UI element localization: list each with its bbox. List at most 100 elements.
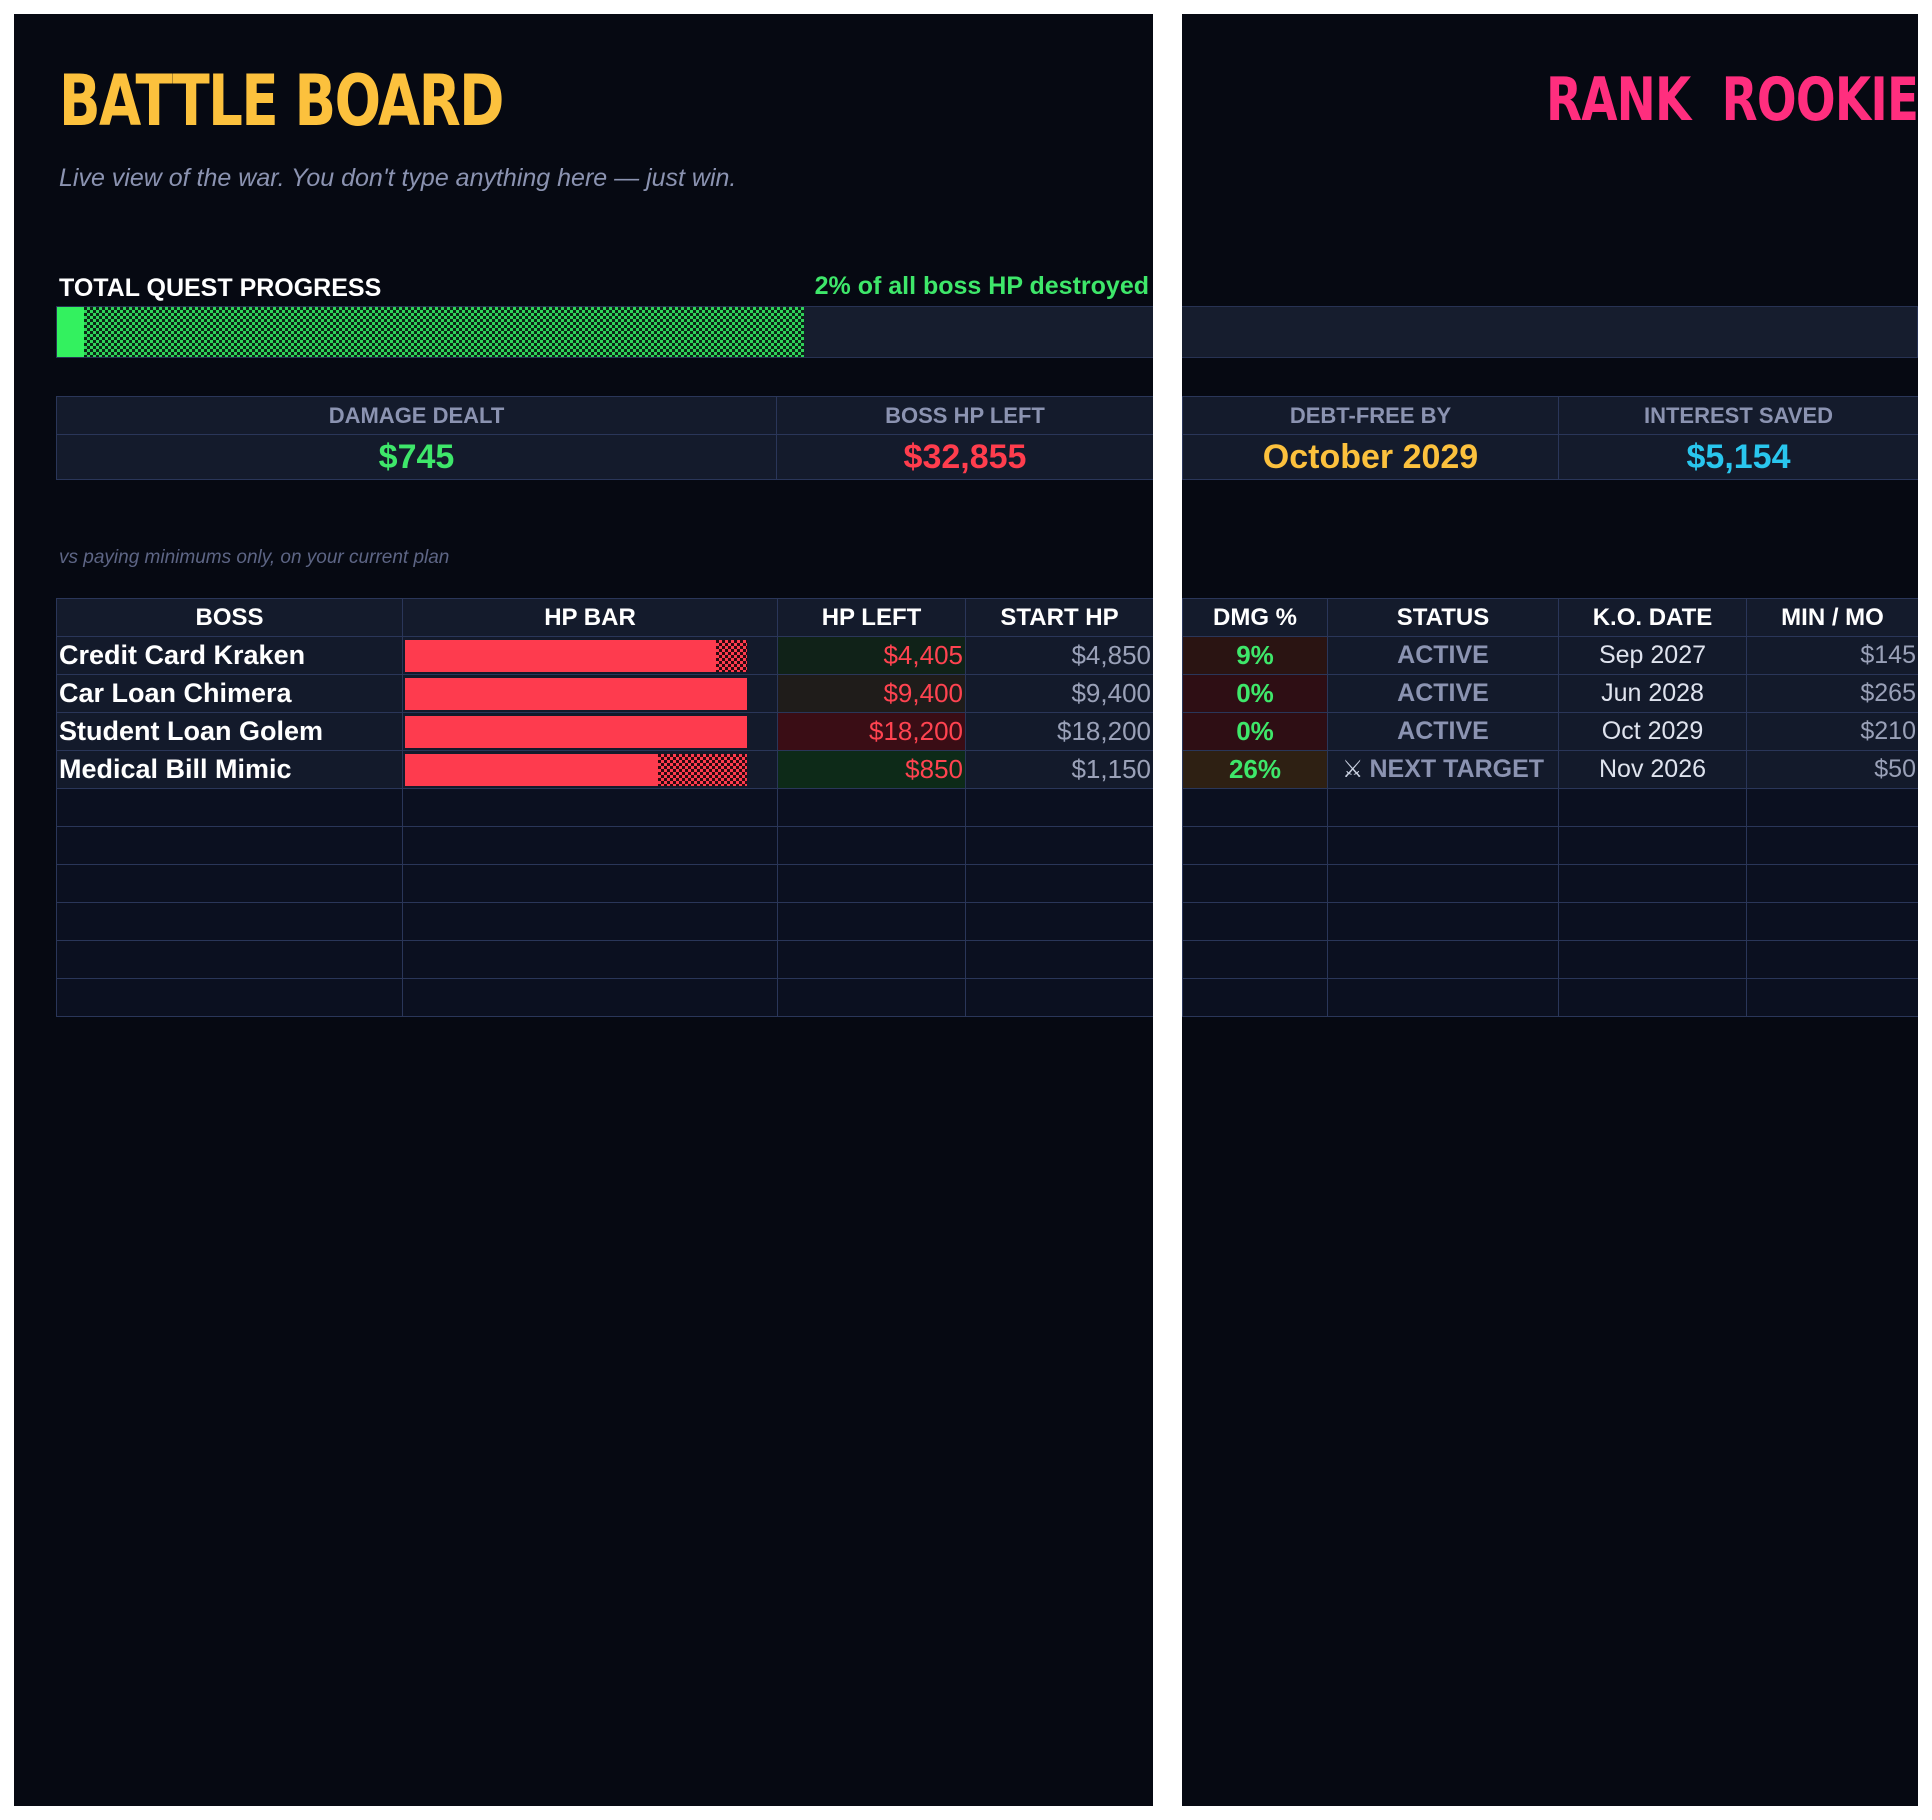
empty-cell[interactable] bbox=[777, 940, 966, 979]
col-header-dmg[interactable]: DMG % bbox=[1182, 598, 1328, 637]
boss-name[interactable]: Credit Card Kraken bbox=[56, 636, 403, 675]
empty-row[interactable] bbox=[1182, 940, 1918, 979]
empty-cell[interactable] bbox=[1558, 864, 1747, 903]
empty-cell[interactable] bbox=[777, 978, 966, 1017]
empty-row[interactable] bbox=[56, 978, 1153, 1017]
empty-cell[interactable] bbox=[56, 864, 403, 903]
empty-cell[interactable] bbox=[1746, 788, 1918, 827]
hp-left[interactable]: $850 bbox=[777, 750, 966, 789]
empty-cell[interactable] bbox=[1327, 978, 1559, 1017]
empty-cell[interactable] bbox=[1182, 864, 1328, 903]
empty-cell[interactable] bbox=[1327, 788, 1559, 827]
table-row[interactable]: Medical Bill Mimic $850 $1,150 bbox=[56, 750, 1153, 789]
min-per-month[interactable]: $145 bbox=[1746, 636, 1918, 675]
empty-cell[interactable] bbox=[402, 940, 778, 979]
dmg-percent[interactable]: 26% bbox=[1182, 750, 1328, 789]
start-hp[interactable]: $9,400 bbox=[965, 674, 1153, 713]
empty-cell[interactable] bbox=[1182, 940, 1328, 979]
col-header-status[interactable]: STATUS bbox=[1327, 598, 1559, 637]
min-per-month[interactable]: $265 bbox=[1746, 674, 1918, 713]
min-per-month[interactable]: $50 bbox=[1746, 750, 1918, 789]
empty-cell[interactable] bbox=[1327, 826, 1559, 865]
empty-cell[interactable] bbox=[1746, 826, 1918, 865]
empty-row[interactable] bbox=[1182, 978, 1918, 1017]
empty-cell[interactable] bbox=[1746, 902, 1918, 941]
hp-left[interactable]: $18,200 bbox=[777, 712, 966, 751]
empty-cell[interactable] bbox=[777, 788, 966, 827]
empty-cell[interactable] bbox=[1327, 902, 1559, 941]
dmg-percent[interactable]: 9% bbox=[1182, 636, 1328, 675]
empty-cell[interactable] bbox=[965, 864, 1153, 903]
empty-row[interactable] bbox=[56, 788, 1153, 827]
col-header-min-mo[interactable]: MIN / MO bbox=[1746, 598, 1918, 637]
start-hp[interactable]: $4,850 bbox=[965, 636, 1153, 675]
empty-cell[interactable] bbox=[56, 978, 403, 1017]
empty-cell[interactable] bbox=[1558, 940, 1747, 979]
boss-name[interactable]: Car Loan Chimera bbox=[56, 674, 403, 713]
empty-cell[interactable] bbox=[1558, 788, 1747, 827]
empty-cell[interactable] bbox=[402, 902, 778, 941]
col-header-ko-date[interactable]: K.O. DATE bbox=[1558, 598, 1747, 637]
col-header-boss[interactable]: BOSS bbox=[56, 598, 403, 637]
empty-row[interactable] bbox=[1182, 788, 1918, 827]
empty-cell[interactable] bbox=[402, 788, 778, 827]
empty-cell[interactable] bbox=[965, 826, 1153, 865]
empty-cell[interactable] bbox=[1182, 826, 1328, 865]
empty-cell[interactable] bbox=[1558, 978, 1747, 1017]
empty-cell[interactable] bbox=[1182, 788, 1328, 827]
empty-cell[interactable] bbox=[402, 978, 778, 1017]
table-row[interactable]: Car Loan Chimera $9,400 $9,400 bbox=[56, 674, 1153, 713]
hp-left[interactable]: $9,400 bbox=[777, 674, 966, 713]
table-row[interactable]: 9% ACTIVE Sep 2027 $145 bbox=[1182, 636, 1918, 675]
empty-cell[interactable] bbox=[1327, 864, 1559, 903]
empty-row[interactable] bbox=[56, 940, 1153, 979]
empty-cell[interactable] bbox=[56, 940, 403, 979]
empty-cell[interactable] bbox=[402, 864, 778, 903]
col-header-hp-bar[interactable]: HP BAR bbox=[402, 598, 778, 637]
empty-row[interactable] bbox=[1182, 826, 1918, 865]
empty-cell[interactable] bbox=[965, 788, 1153, 827]
empty-cell[interactable] bbox=[56, 902, 403, 941]
start-hp[interactable]: $1,150 bbox=[965, 750, 1153, 789]
table-row[interactable]: 0% ACTIVE Oct 2029 $210 bbox=[1182, 712, 1918, 751]
empty-row[interactable] bbox=[56, 826, 1153, 865]
table-row[interactable]: Student Loan Golem $18,200 $18,200 bbox=[56, 712, 1153, 751]
ko-date[interactable]: Jun 2028 bbox=[1558, 674, 1747, 713]
empty-cell[interactable] bbox=[1558, 826, 1747, 865]
empty-cell[interactable] bbox=[1746, 978, 1918, 1017]
empty-cell[interactable] bbox=[777, 864, 966, 903]
empty-cell[interactable] bbox=[965, 902, 1153, 941]
status[interactable]: ACTIVE bbox=[1327, 674, 1559, 713]
boss-name[interactable]: Student Loan Golem bbox=[56, 712, 403, 751]
dmg-percent[interactable]: 0% bbox=[1182, 674, 1328, 713]
ko-date[interactable]: Oct 2029 bbox=[1558, 712, 1747, 751]
status[interactable]: ACTIVE bbox=[1327, 712, 1559, 751]
empty-cell[interactable] bbox=[56, 788, 403, 827]
empty-cell[interactable] bbox=[1327, 940, 1559, 979]
empty-cell[interactable] bbox=[1746, 864, 1918, 903]
empty-row[interactable] bbox=[56, 864, 1153, 903]
empty-cell[interactable] bbox=[1182, 902, 1328, 941]
ko-date[interactable]: Sep 2027 bbox=[1558, 636, 1747, 675]
empty-cell[interactable] bbox=[1746, 940, 1918, 979]
table-row[interactable]: Credit Card Kraken $4,405 $4,850 bbox=[56, 636, 1153, 675]
col-header-start-hp[interactable]: START HP bbox=[965, 598, 1153, 637]
col-header-hp-left[interactable]: HP LEFT bbox=[777, 598, 966, 637]
boss-name[interactable]: Medical Bill Mimic bbox=[56, 750, 403, 789]
empty-row[interactable] bbox=[1182, 864, 1918, 903]
empty-row[interactable] bbox=[56, 902, 1153, 941]
table-row[interactable]: 0% ACTIVE Jun 2028 $265 bbox=[1182, 674, 1918, 713]
status-next-target[interactable]: ⚔ NEXT TARGET bbox=[1327, 750, 1559, 789]
empty-row[interactable] bbox=[1182, 902, 1918, 941]
empty-cell[interactable] bbox=[777, 902, 966, 941]
empty-cell[interactable] bbox=[965, 940, 1153, 979]
empty-cell[interactable] bbox=[777, 826, 966, 865]
ko-date[interactable]: Nov 2026 bbox=[1558, 750, 1747, 789]
min-per-month[interactable]: $210 bbox=[1746, 712, 1918, 751]
table-row[interactable]: 26% ⚔ NEXT TARGET Nov 2026 $50 bbox=[1182, 750, 1918, 789]
hp-left[interactable]: $4,405 bbox=[777, 636, 966, 675]
empty-cell[interactable] bbox=[402, 826, 778, 865]
dmg-percent[interactable]: 0% bbox=[1182, 712, 1328, 751]
empty-cell[interactable] bbox=[965, 978, 1153, 1017]
empty-cell[interactable] bbox=[56, 826, 403, 865]
